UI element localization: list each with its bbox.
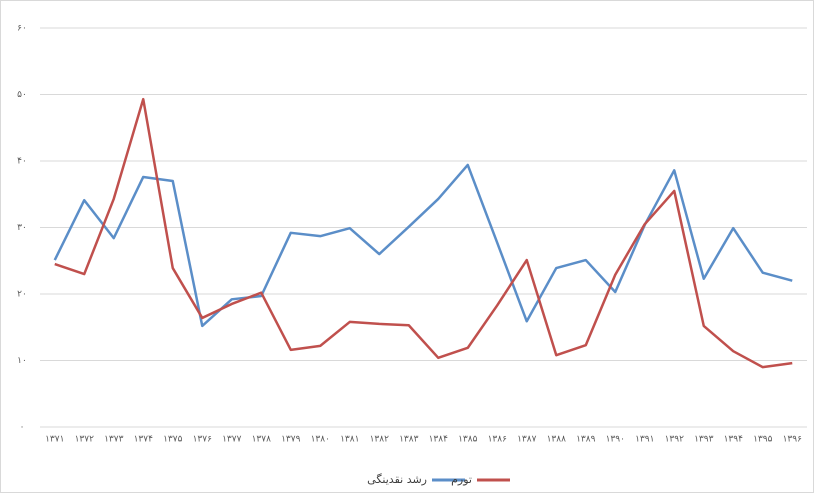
x-tick-label: ۱۳۷۲ — [75, 435, 95, 445]
y-tick-label: ۳۰ — [17, 223, 27, 233]
x-tick-label: ۱۳۹۱ — [635, 435, 654, 445]
x-tick-label: ۱۳۸۵ — [458, 435, 478, 445]
x-tick-label: ۱۳۸۹ — [576, 435, 596, 445]
x-tick-label: ۱۳۷۶ — [193, 435, 213, 445]
x-tick-label: ۱۳۸۰ — [311, 435, 330, 445]
chart-frame — [1, 1, 814, 493]
legend-label: تورم — [451, 473, 472, 486]
x-tick-label: ۱۳۸۷ — [517, 435, 537, 445]
x-tick-label: ۱۳۹۵ — [753, 435, 773, 445]
legend-label: رشد نقدینگی — [367, 473, 427, 486]
x-tick-label: ۱۳۸۱ — [340, 435, 359, 445]
x-tick-label: ۱۳۷۴ — [134, 435, 154, 445]
x-tick-label: ۱۳۸۴ — [429, 435, 449, 445]
chart: ۰ ۱۰ ۲۰ ۳۰ ۴۰ ۵۰ ۶۰ ۱۳۷۱ ۱۳۷۲ ۱۳۷۳ ۱۳۷۴ ۱۳۷۵ ۱۳۷۶ ۱۳۷… — [0, 0, 814, 493]
y-tick-label: ۲۰ — [17, 290, 27, 300]
y-tick-label: ۰ — [20, 423, 25, 433]
y-tick-label: ۵۰ — [17, 90, 27, 100]
x-tick-label: ۱۳۷۸ — [252, 435, 272, 445]
x-tick-label: ۱۳۹۶ — [783, 435, 803, 445]
x-tick-label: ۱۳۷۷ — [222, 435, 242, 445]
x-tick-label: ۱۳۸۳ — [399, 435, 419, 445]
y-tick-label: ۱۰ — [17, 356, 27, 366]
x-tick-label: ۱۳۸۲ — [370, 435, 390, 445]
x-tick-label: ۱۳۹۳ — [694, 435, 714, 445]
x-tick-label: ۱۳۹۰ — [606, 435, 625, 445]
y-tick-label: ۴۰ — [17, 157, 27, 167]
x-tick-label: ۱۳۷۳ — [104, 435, 124, 445]
x-tick-label: ۱۳۸۸ — [547, 435, 567, 445]
x-tick-label: ۱۳۷۹ — [281, 435, 301, 445]
x-tick-label: ۱۳۷۵ — [163, 435, 183, 445]
y-tick-label: ۶۰ — [17, 24, 27, 34]
x-tick-label: ۱۳۷۱ — [45, 435, 64, 445]
x-tick-label: ۱۳۹۴ — [724, 435, 744, 445]
x-tick-label: ۱۳۸۶ — [488, 435, 508, 445]
x-tick-label: ۱۳۹۲ — [665, 435, 685, 445]
